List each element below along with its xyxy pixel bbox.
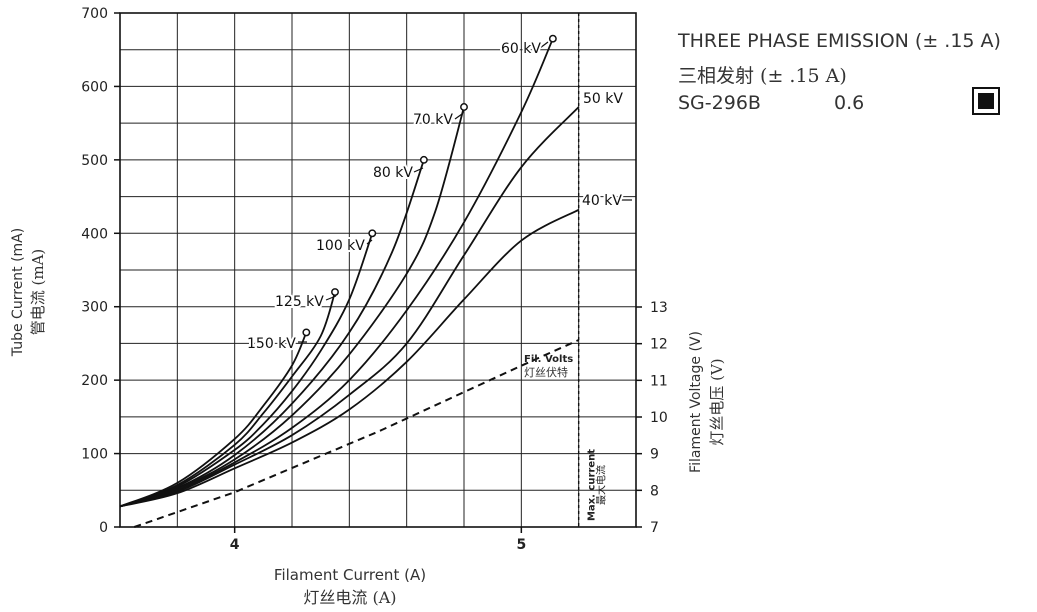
right-tick-label: 12 [650, 337, 668, 353]
y-tick-label: 600 [81, 79, 108, 95]
series-label-40kv: 40 kV [582, 193, 622, 209]
y-axis-title-zh: 管电流 (mA) [29, 249, 47, 336]
x-tick-label: 4 [230, 537, 240, 553]
series-line-70kv [119, 106, 465, 508]
series-line-40kv [119, 209, 580, 508]
series-label-80kv: 80 kV [373, 165, 413, 181]
right-tick-label: 13 [650, 300, 668, 316]
y-tick-label: 0 [99, 520, 108, 536]
max-current-label-zh: 最大电流 [595, 465, 608, 505]
filament-volts-label: Fil. Volts [524, 354, 573, 365]
right-tick-label: 8 [650, 483, 659, 499]
x-axis-title-zh: 灯丝电流 (A) [303, 588, 396, 607]
grid [120, 13, 636, 527]
leader-60kv [539, 41, 549, 49]
end-marker-100kv [368, 229, 377, 238]
x-tick-label: 5 [516, 537, 526, 553]
series-line-125kv [119, 291, 336, 508]
series-label-100kv: 100 kV [316, 238, 365, 254]
emission-title: THREE PHASE EMISSION (± .15 A) [678, 30, 1001, 52]
series-line-80kv [119, 159, 425, 508]
y-axis-title: Tube Current (mA) [10, 228, 26, 357]
max-current-label: Max. current [587, 449, 598, 521]
right-tick-label: 9 [650, 447, 659, 463]
focal-spot-swatch [972, 87, 1000, 115]
filament-volts-line [133, 339, 580, 528]
series-label-70kv: 70 kV [413, 112, 453, 128]
right-tick-label: 10 [650, 410, 668, 426]
leader-80kv [413, 167, 424, 173]
y-tick-label: 400 [81, 226, 108, 242]
focal-spot-value: 0.6 [834, 92, 865, 114]
labels-group: 0 100 200 300 400 500 600 700 4 5 7 8 9 10 11 12 13 Filam… [10, 6, 726, 607]
end-marker-150kv [302, 328, 311, 337]
series-line-50kv [119, 106, 580, 508]
right-tick-label: 11 [650, 373, 668, 389]
right-axis-title-zh: 灯丝电压 (V) [708, 358, 726, 445]
series-group [119, 34, 580, 528]
end-marker-60kv [548, 34, 557, 43]
series-label-125kv: 125 kV [275, 294, 324, 310]
leader-100kv [366, 239, 373, 245]
swatch-fill [978, 93, 994, 109]
y-tick-label: 500 [81, 153, 108, 169]
series-line-150kv [119, 332, 308, 508]
y-tick-label: 100 [81, 447, 108, 463]
right-tick-label: 7 [650, 520, 659, 536]
leader-70kv [454, 113, 463, 120]
emission-title-zh: 三相发射 (± .15 A) [678, 65, 847, 87]
model-number: SG-296B [678, 92, 761, 114]
plot-frame [119, 12, 637, 528]
y-tick-label: 300 [81, 300, 108, 316]
x-axis-title: Filament Current (A) [274, 566, 426, 584]
y-tick-label: 200 [81, 373, 108, 389]
series-label-150kv: 150 kV [247, 336, 296, 352]
end-marker-70kv [460, 103, 468, 111]
end-marker-125kv [331, 288, 339, 296]
axes [114, 12, 642, 533]
series-label-50kv: 50 kV [583, 91, 623, 107]
right-axis-title: Filament Voltage (V) [688, 331, 704, 473]
series-line-100kv [119, 232, 374, 508]
leader-125kv [325, 295, 337, 301]
series-label-60kv: 60 kV [501, 41, 541, 57]
series-line-60kv [119, 38, 554, 508]
filament-volts-label-zh: 灯丝伏特 [524, 365, 568, 379]
y-tick-label: 700 [81, 6, 108, 22]
end-marker-80kv [419, 155, 428, 164]
